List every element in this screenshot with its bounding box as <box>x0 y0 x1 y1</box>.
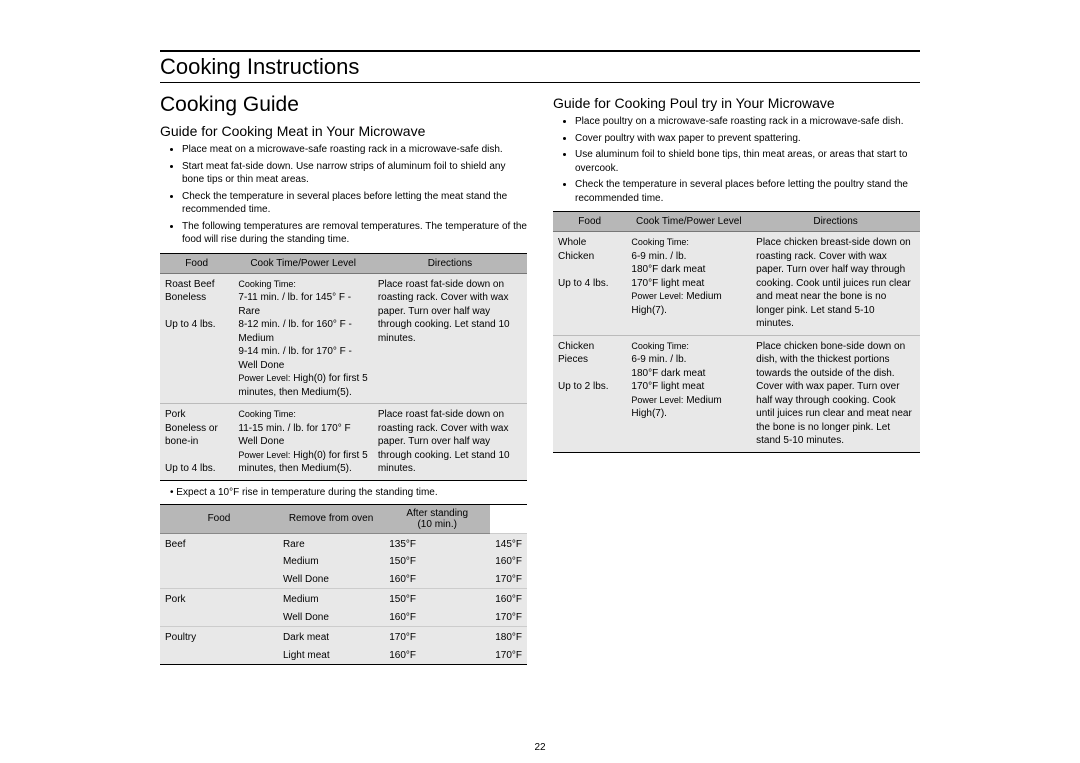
cook-cell: Cooking Time:11-15 min. / lb. for 170° F… <box>233 404 372 481</box>
standing-note: Expect a 10°F rise in temperature during… <box>170 487 527 498</box>
food-group-cell <box>160 647 278 665</box>
bullet-item: Use aluminum foil to shield bone tips, t… <box>575 148 920 175</box>
remove-temp-cell: 160°F <box>384 571 490 589</box>
food-cell: Chicken Pieces Up to 2 lbs. <box>553 335 626 452</box>
temp-table: FoodRemove from ovenAfter standing(10 mi… <box>160 504 527 666</box>
after-temp-cell: 180°F <box>490 627 527 647</box>
page: Cooking Instructions Cooking Guide Guide… <box>0 0 1080 763</box>
cook-cell: Cooking Time:6-9 min. / lb. 180°F dark m… <box>626 335 751 452</box>
cook-cell: Cooking Time:6-9 min. / lb. 180°F dark m… <box>626 232 751 336</box>
meat-bullets: Place meat on a microwave-safe roasting … <box>160 143 527 247</box>
sub-heading-meat: Guide for Cooking Meat in Your Microwave <box>160 123 527 139</box>
bullet-item: Place meat on a microwave-safe roasting … <box>182 143 527 157</box>
table-header: Food <box>553 212 626 232</box>
food-sub-cell: Medium <box>278 553 384 571</box>
remove-temp-cell: 170°F <box>384 627 490 647</box>
poultry-bullets: Place poultry on a microwave-safe roasti… <box>553 115 920 205</box>
bullet-item: Check the temperature in several places … <box>182 190 527 217</box>
remove-temp-cell: 150°F <box>384 553 490 571</box>
section-heading: Cooking Guide <box>160 93 527 117</box>
remove-temp-cell: 150°F <box>384 589 490 609</box>
food-group-cell <box>160 609 278 627</box>
left-column: Cooking Guide Guide for Cooking Meat in … <box>160 91 527 665</box>
food-sub-cell: Well Done <box>278 609 384 627</box>
table-header: Cook Time/Power Level <box>233 253 372 273</box>
after-temp-cell: 170°F <box>490 571 527 589</box>
food-sub-cell: Rare <box>278 533 384 553</box>
directions-cell: Place roast fat-side down on roasting ra… <box>373 404 527 481</box>
after-temp-cell: 170°F <box>490 609 527 627</box>
sub-heading-poultry: Guide for Cooking Poul try in Your Micro… <box>553 95 920 111</box>
food-group-cell <box>160 571 278 589</box>
food-cell: Pork Boneless or bone-in Up to 4 lbs. <box>160 404 233 481</box>
remove-temp-cell: 135°F <box>384 533 490 553</box>
food-sub-cell: Light meat <box>278 647 384 665</box>
columns: Cooking Guide Guide for Cooking Meat in … <box>160 91 920 665</box>
after-temp-cell: 160°F <box>490 589 527 609</box>
bullet-item: Start meat fat-side down. Use narrow str… <box>182 160 527 187</box>
food-group-cell: Beef <box>160 533 278 553</box>
table-header: Cook Time/Power Level <box>626 212 751 232</box>
food-sub-cell: Medium <box>278 589 384 609</box>
food-group-cell <box>160 553 278 571</box>
table-header: Remove from oven <box>278 504 384 533</box>
bullet-item: Cover poultry with wax paper to prevent … <box>575 132 920 146</box>
cook-cell: Cooking Time:7-11 min. / lb. for 145° F … <box>233 273 372 404</box>
directions-cell: Place chicken bone-side down on dish, wi… <box>751 335 920 452</box>
food-sub-cell: Dark meat <box>278 627 384 647</box>
top-rule <box>160 50 920 52</box>
table-header: Directions <box>373 253 527 273</box>
table-header: After standing(10 min.) <box>384 504 490 533</box>
food-group-cell: Pork <box>160 589 278 609</box>
poultry-table: FoodCook Time/Power LevelDirections Whol… <box>553 211 920 453</box>
meat-table: FoodCook Time/Power LevelDirections Roas… <box>160 253 527 481</box>
after-temp-cell: 160°F <box>490 553 527 571</box>
table-header: Food <box>160 504 278 533</box>
bullet-item: Check the temperature in several places … <box>575 178 920 205</box>
after-temp-cell: 145°F <box>490 533 527 553</box>
page-title: Cooking Instructions <box>160 54 920 80</box>
directions-cell: Place roast fat-side down on roasting ra… <box>373 273 527 404</box>
table-header: Directions <box>751 212 920 232</box>
page-number: 22 <box>0 742 1080 753</box>
food-sub-cell: Well Done <box>278 571 384 589</box>
remove-temp-cell: 160°F <box>384 647 490 665</box>
food-group-cell: Poultry <box>160 627 278 647</box>
bullet-item: Place poultry on a microwave-safe roasti… <box>575 115 920 129</box>
right-column: Guide for Cooking Poul try in Your Micro… <box>553 91 920 665</box>
food-cell: Whole Chicken Up to 4 lbs. <box>553 232 626 336</box>
table-header: Food <box>160 253 233 273</box>
bullet-item: The following temperatures are removal t… <box>182 220 527 247</box>
food-cell: Roast Beef Boneless Up to 4 lbs. <box>160 273 233 404</box>
directions-cell: Place chicken breast-side down on roasti… <box>751 232 920 336</box>
title-rule <box>160 82 920 83</box>
after-temp-cell: 170°F <box>490 647 527 665</box>
remove-temp-cell: 160°F <box>384 609 490 627</box>
